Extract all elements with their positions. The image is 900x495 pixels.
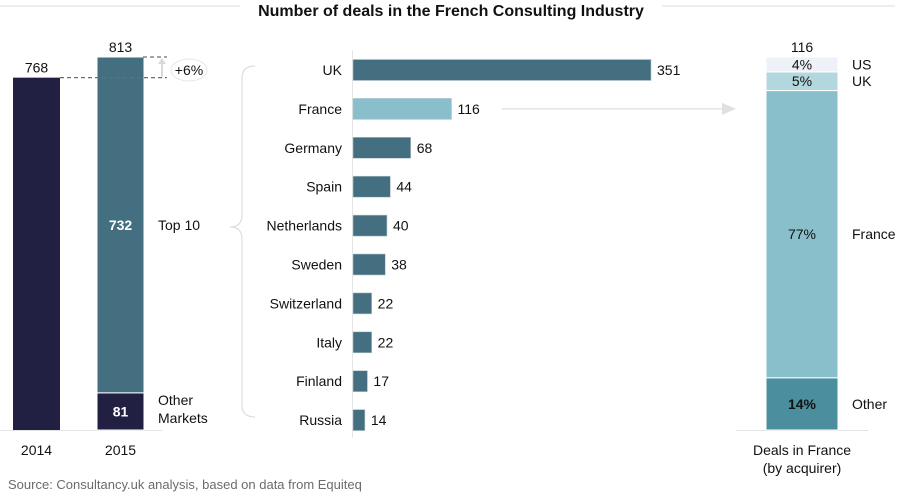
bar-switzerland bbox=[352, 292, 372, 315]
left-chart-yearly-totals: 768 81 732 813 Other Markets Top 10 +6% 2014 2015 bbox=[0, 39, 208, 458]
segment-other-label: 14% bbox=[788, 396, 817, 412]
right-category-line2: (by acquirer) bbox=[763, 460, 842, 476]
category-label-spain: Spain bbox=[306, 179, 342, 195]
x-tick-label-2015: 2015 bbox=[105, 442, 136, 458]
legend-top-10: Top 10 bbox=[158, 217, 200, 233]
segment-france-label: 77% bbox=[788, 226, 816, 242]
bar-value-netherlands: 40 bbox=[393, 218, 409, 234]
source-note: Source: Consultancy.uk analysis, based o… bbox=[8, 477, 362, 492]
growth-badge bbox=[170, 58, 208, 82]
bar-sweden bbox=[352, 253, 386, 276]
france-link-arrow-head bbox=[722, 102, 736, 115]
growth-badge-label: +6% bbox=[175, 62, 203, 78]
segment-france bbox=[765, 90, 839, 379]
category-label-sweden: Sweden bbox=[291, 257, 342, 273]
category-label-finland: Finland bbox=[296, 373, 342, 389]
bar-value-france: 116 bbox=[457, 101, 480, 117]
bar-2015-segment-top-10 bbox=[96, 56, 145, 394]
segment-us-label: 4% bbox=[792, 56, 812, 72]
category-label-france: France bbox=[298, 101, 342, 117]
segment-us bbox=[765, 56, 839, 73]
bar-value-spain: 44 bbox=[396, 179, 412, 195]
legend-other: Other bbox=[852, 396, 887, 412]
bar-italy bbox=[352, 331, 372, 354]
bar-value-sweden: 38 bbox=[391, 257, 407, 273]
category-label-uk: UK bbox=[323, 62, 343, 78]
bar-2015-segment-value: 732 bbox=[109, 217, 133, 233]
category-label-italy: Italy bbox=[316, 334, 342, 350]
legend-other-markets-line1: Other bbox=[158, 392, 193, 408]
top10-bracket bbox=[229, 65, 256, 418]
bar-value-uk: 351 bbox=[657, 62, 681, 78]
bar-value-italy: 22 bbox=[378, 334, 394, 350]
bar-netherlands bbox=[352, 214, 388, 237]
bar-uk bbox=[352, 59, 652, 81]
category-label-germany: Germany bbox=[284, 140, 342, 156]
right-chart-deals-in-france: 14% Other 77% France 5% UK 4% US 116 Deals in Fra… bbox=[736, 39, 896, 476]
growth-arrow-head bbox=[158, 58, 166, 64]
category-label-russia: Russia bbox=[299, 412, 342, 428]
x-tick-label-2014: 2014 bbox=[21, 442, 52, 458]
bar-russia bbox=[352, 409, 366, 431]
segment-other bbox=[765, 377, 839, 431]
right-category-line1: Deals in France bbox=[753, 442, 851, 458]
category-label-netherlands: Netherlands bbox=[267, 218, 343, 234]
bar-value-russia: 14 bbox=[371, 412, 387, 428]
bar-2015-segment-other-markets bbox=[96, 392, 145, 431]
bar-2014-total-label: 768 bbox=[25, 60, 49, 76]
middle-chart-top10-countries: UK 351 France 116 Germany 68 Spain 44 Netherland… bbox=[229, 50, 736, 438]
legend-uk: UK bbox=[852, 73, 872, 89]
right-total-label: 116 bbox=[791, 39, 814, 55]
bar-germany bbox=[352, 137, 412, 159]
bar-2015-total-label: 813 bbox=[109, 39, 133, 55]
category-label-switzerland: Switzerland bbox=[270, 295, 342, 311]
bar-2014-total bbox=[13, 77, 60, 431]
legend-other-markets-line2: Markets bbox=[158, 410, 208, 426]
bar-finland bbox=[352, 370, 368, 393]
legend-us: US bbox=[852, 56, 871, 72]
chart-title: Number of deals in the French Consulting… bbox=[258, 3, 644, 20]
bar-2015-segment-value: 81 bbox=[113, 403, 129, 419]
segment-uk-label: 5% bbox=[792, 73, 812, 89]
legend-france: France bbox=[852, 226, 896, 242]
bar-value-finland: 17 bbox=[373, 373, 389, 389]
bar-spain bbox=[352, 175, 391, 198]
legend-other-markets: Other Markets bbox=[158, 392, 208, 426]
bar-france bbox=[352, 98, 452, 120]
bar-value-switzerland: 22 bbox=[378, 295, 394, 311]
bar-value-germany: 68 bbox=[417, 140, 433, 156]
